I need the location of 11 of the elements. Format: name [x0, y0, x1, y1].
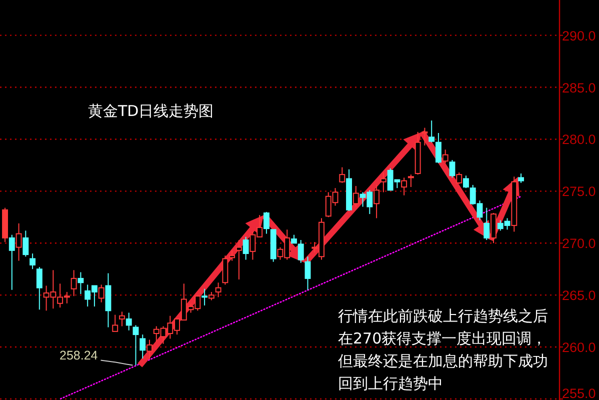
- y-tick-label: 285.0: [562, 80, 596, 96]
- annotation: 258.24: [60, 348, 98, 362]
- y-tick-label: 280.0: [562, 132, 596, 148]
- y-tick-label: 270.0: [562, 236, 596, 252]
- annotation: 行情在此前跌破上行趋势线之后在270获得支撑一度出现回调，但最终还是在加息的帮助下成功回到上行趋势中: [338, 307, 548, 392]
- y-tick-label: 275.0: [562, 184, 596, 200]
- y-tick-label: 255.0: [562, 386, 596, 400]
- y-tick-label: 260.0: [562, 340, 596, 356]
- y-tick-label: 265.0: [562, 288, 596, 304]
- y-tick-label: 290.0: [562, 28, 596, 44]
- text: 黄金TD日线走势图: [88, 102, 214, 120]
